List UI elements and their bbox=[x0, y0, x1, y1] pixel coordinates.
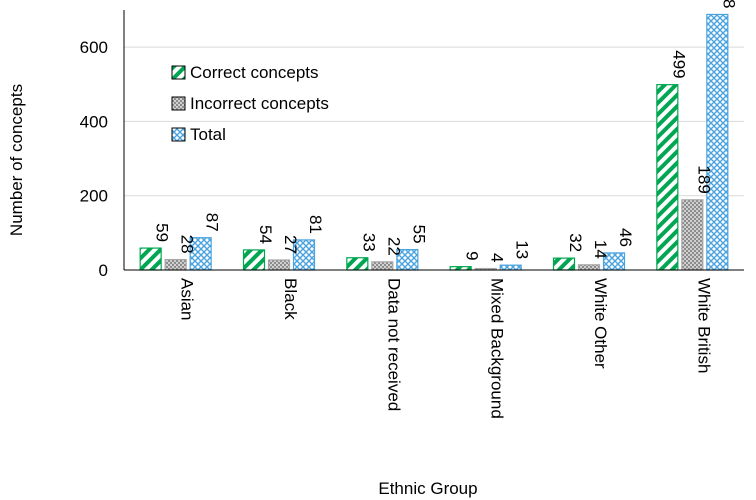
bar-correct-concepts bbox=[139, 247, 162, 271]
data-label: 33 bbox=[359, 233, 378, 252]
bar-incorrect-concepts bbox=[577, 264, 601, 271]
data-label: 46 bbox=[616, 228, 635, 247]
category-label: White Other bbox=[591, 278, 610, 369]
data-label: 13 bbox=[513, 240, 532, 259]
bar-total bbox=[499, 264, 522, 271]
data-label: 4 bbox=[488, 253, 507, 262]
y-axis-title: Number of concepts bbox=[7, 84, 26, 236]
data-label: 59 bbox=[153, 223, 172, 242]
legend-label: Total bbox=[190, 125, 226, 144]
data-label: 14 bbox=[591, 240, 610, 259]
data-label: 87 bbox=[203, 213, 222, 232]
legend-label: Incorrect concepts bbox=[190, 94, 329, 113]
y-tick-label: 600 bbox=[80, 38, 108, 57]
data-labels: 59 28 87 54 27 81 33 22 55 94 13 32 14 46 499 189 688 bbox=[153, 0, 739, 263]
data-label: 81 bbox=[306, 215, 325, 234]
y-axis-ticks: 0 200 400 600 bbox=[80, 38, 108, 280]
data-label: 9 bbox=[463, 251, 482, 260]
bar-incorrect-concepts bbox=[371, 261, 394, 271]
bar-correct-concepts bbox=[346, 257, 369, 271]
data-label: 55 bbox=[409, 225, 428, 244]
bar-correct-concepts bbox=[449, 266, 472, 271]
data-label: 22 bbox=[384, 237, 403, 256]
category-labels: Asian Black Data not received Mixed Backgro… bbox=[178, 278, 714, 419]
bar-total bbox=[706, 13, 729, 271]
legend-swatch bbox=[171, 65, 186, 80]
gridlines bbox=[124, 46, 744, 197]
bar-incorrect-concepts bbox=[164, 259, 187, 271]
data-label: 54 bbox=[256, 225, 275, 244]
y-tick-label: 0 bbox=[99, 261, 108, 280]
bar-correct-concepts bbox=[552, 257, 576, 271]
legend-swatch bbox=[171, 127, 186, 142]
data-label: 27 bbox=[281, 235, 300, 254]
data-label: 32 bbox=[566, 233, 585, 252]
x-axis-title: Ethnic Group bbox=[378, 479, 477, 498]
bar-incorrect-concepts bbox=[267, 259, 291, 271]
y-tick-label: 200 bbox=[80, 187, 108, 206]
legend: Correct concepts Incorrect concepts Total bbox=[171, 63, 329, 144]
category-label: Asian bbox=[178, 278, 197, 321]
legend-label: Correct concepts bbox=[190, 63, 319, 82]
data-label: 28 bbox=[178, 235, 197, 254]
bar-correct-concepts bbox=[242, 249, 266, 271]
category-label: Black bbox=[281, 278, 300, 320]
category-label: Data not received bbox=[384, 278, 403, 411]
data-label: 189 bbox=[694, 165, 713, 193]
data-label: 688 bbox=[719, 0, 738, 8]
bar-incorrect-concepts bbox=[681, 199, 704, 271]
category-label: Mixed Background bbox=[488, 278, 507, 419]
bar-correct-concepts bbox=[656, 84, 679, 271]
y-tick-label: 400 bbox=[80, 112, 108, 131]
bars bbox=[139, 13, 729, 271]
legend-swatch bbox=[171, 96, 186, 111]
category-label: White British bbox=[694, 278, 713, 373]
data-label: 499 bbox=[669, 50, 688, 78]
